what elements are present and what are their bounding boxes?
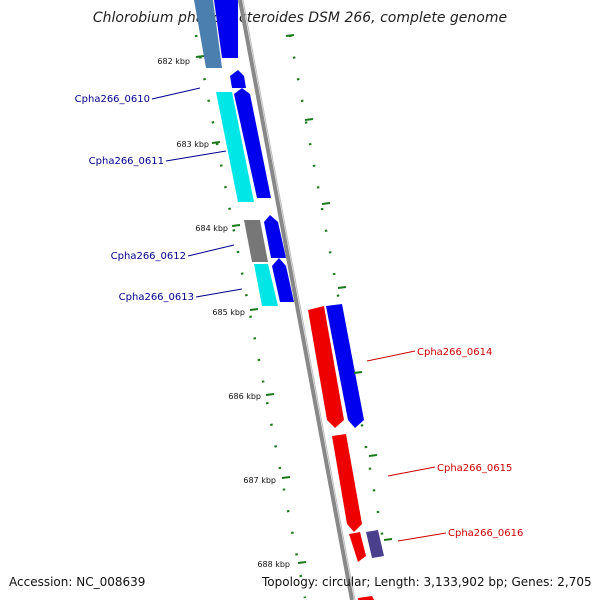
- gene-label-0612[interactable]: Cpha266_0612: [111, 251, 186, 262]
- tick-mark: [249, 308, 259, 311]
- cds-arrow-0612[interactable]: [264, 215, 286, 258]
- gene-block-0614[interactable]: [308, 306, 344, 428]
- inner-tick: [285, 34, 295, 37]
- tick-mark: [211, 141, 221, 144]
- inner-tick: [337, 286, 347, 289]
- tick-label: 682 kbp: [157, 57, 190, 66]
- gene-label-0610[interactable]: Cpha266_0610: [75, 94, 150, 105]
- gene-block-0617[interactable]: [358, 596, 374, 600]
- tick-label: 685 kbp: [212, 308, 245, 317]
- tick-mark: [297, 561, 307, 564]
- gene-label-0613[interactable]: Cpha266_0613: [119, 292, 194, 303]
- gene-label-0616[interactable]: Cpha266_0616: [448, 528, 523, 539]
- cds-block-0609[interactable]: [214, 0, 238, 58]
- left-gene-labels: Cpha266_0610 Cpha266_0611 Cpha266_0612 C…: [75, 87, 243, 303]
- gene-block-0613[interactable]: [254, 264, 278, 306]
- label-leader: [195, 288, 243, 298]
- label-leader: [387, 466, 436, 477]
- inner-tick: [368, 454, 378, 457]
- cds-block-0610[interactable]: [234, 88, 271, 198]
- inner-tick: [304, 118, 314, 121]
- gene-block-0610[interactable]: [216, 92, 254, 202]
- inner-guide-dots: [288, 34, 387, 551]
- label-leader: [187, 244, 235, 257]
- cds-arrow-0613[interactable]: [272, 258, 294, 302]
- label-leader: [151, 87, 201, 100]
- label-leader: [165, 150, 227, 162]
- genome-summary-text: Topology: circular; Length: 3,133,902 bp…: [262, 575, 592, 589]
- tick-label: 683 kbp: [176, 140, 209, 149]
- inner-tick: [321, 202, 331, 205]
- inner-tick: [383, 538, 393, 541]
- tick-mark: [265, 393, 275, 396]
- cds-block-0616[interactable]: [366, 530, 384, 558]
- tick-label: 686 kbp: [228, 392, 261, 401]
- tick-mark: [231, 224, 241, 227]
- gene-block-0615[interactable]: [332, 434, 362, 532]
- genome-backbone: [238, 0, 354, 600]
- cds-arrow-0610[interactable]: [230, 70, 246, 88]
- gene-label-0611[interactable]: Cpha266_0611: [89, 156, 164, 167]
- right-gene-labels: Cpha266_0614 Cpha266_0615 Cpha266_0616: [366, 347, 523, 542]
- tick-label: 684 kbp: [195, 224, 228, 233]
- gene-block-0612[interactable]: [244, 220, 268, 262]
- ticks: 682 kbp 683 kbp 684 kbp 685 kbp 686 kbp …: [157, 34, 393, 569]
- gene-label-0615[interactable]: Cpha266_0615: [437, 463, 512, 474]
- gene-label-0614[interactable]: Cpha266_0614: [417, 347, 492, 358]
- map-title: Chlorobium phaeobacteroides DSM 266, com…: [92, 10, 508, 26]
- cds-block-0614[interactable]: [326, 304, 364, 428]
- outer-guide-dots: [194, 34, 307, 599]
- inner-tick: [353, 371, 363, 374]
- tick-label: 687 kbp: [243, 476, 276, 485]
- tick-mark: [281, 476, 291, 479]
- tick-mark: [195, 55, 205, 58]
- backbone-highlight: [242, 0, 356, 600]
- accession-text: Accession: NC_008639: [9, 575, 146, 589]
- label-leader: [366, 350, 416, 362]
- tick-label: 688 kbp: [257, 560, 290, 569]
- gene-block-0616[interactable]: [349, 532, 366, 562]
- gene-block-0609[interactable]: [194, 0, 222, 68]
- label-leader: [397, 532, 447, 542]
